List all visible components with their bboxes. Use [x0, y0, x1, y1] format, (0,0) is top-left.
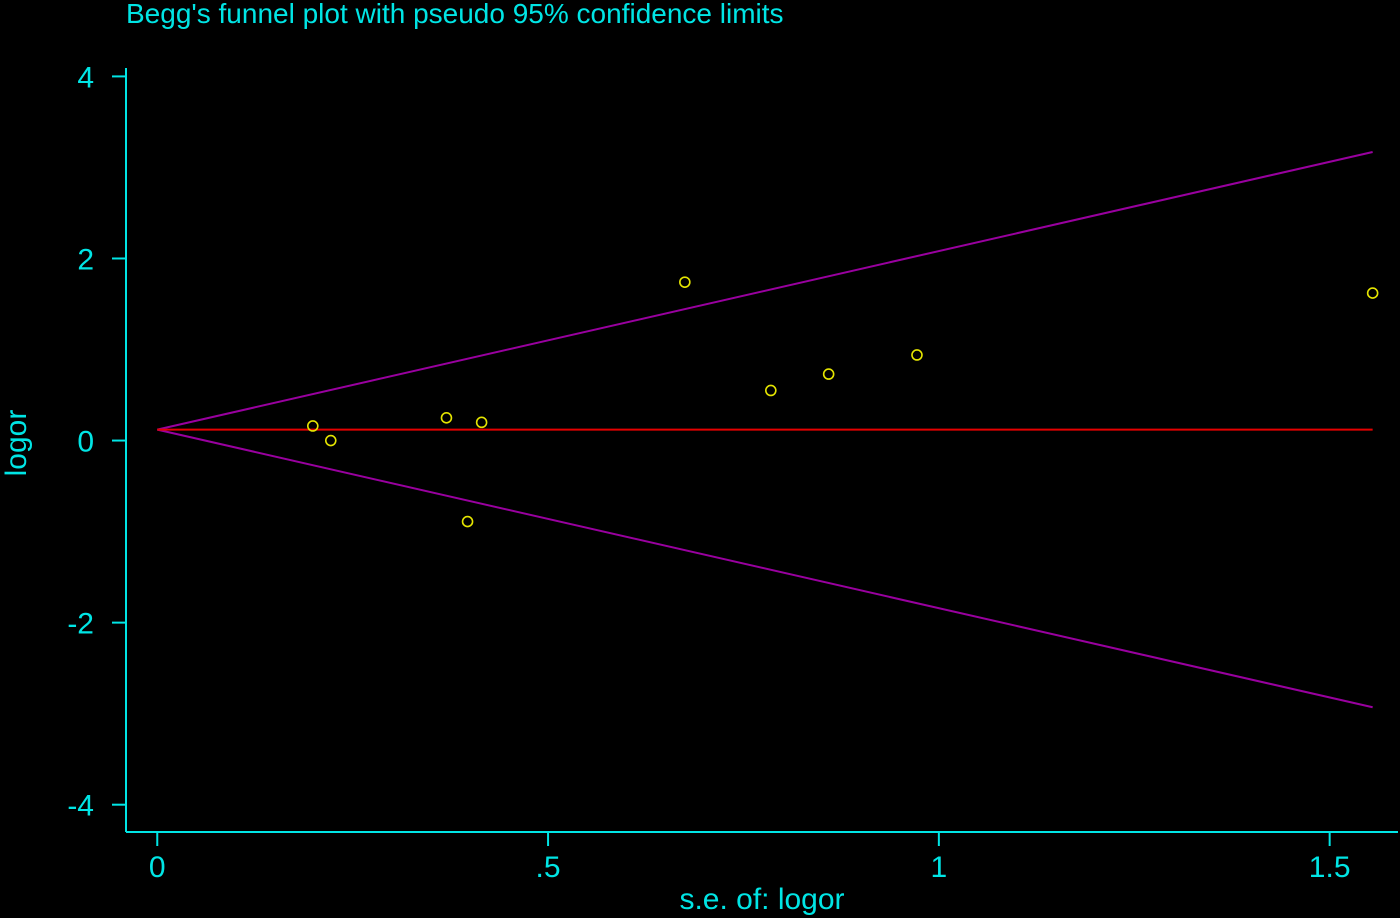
x-tick-label: 1.5: [1309, 851, 1351, 884]
y-axis-label: logor: [0, 410, 33, 477]
y-tick-label: 2: [77, 243, 94, 276]
x-tick-label: .5: [536, 851, 561, 884]
data-point: [679, 276, 691, 288]
x-axis-label: s.e. of: logor: [679, 883, 844, 916]
x-tick-label: 1: [931, 851, 948, 884]
x-tick-label: 0: [149, 851, 166, 884]
data-point: [324, 434, 337, 447]
data-points: [307, 276, 1379, 528]
y-axis: 4 2 0 -2 -4: [67, 61, 127, 832]
data-point: [461, 515, 474, 528]
lower-confidence-limit-line: [157, 428, 1373, 709]
y-tick-label: -2: [67, 608, 94, 641]
data-point: [1366, 287, 1379, 299]
y-tick-label: -4: [67, 790, 94, 823]
data-point: [307, 420, 319, 432]
data-point: [475, 416, 488, 429]
data-point: [440, 411, 453, 424]
data-point: [822, 368, 835, 380]
y-tick-label: 0: [77, 426, 94, 459]
confidence-limit-lines: [157, 150, 1373, 709]
data-point: [911, 349, 923, 361]
chart-title: Begg's funnel plot with pseudo 95% confi…: [126, 0, 784, 29]
upper-confidence-limit-line: [157, 150, 1373, 431]
y-tick-label: 4: [77, 61, 94, 94]
data-point: [765, 384, 777, 397]
x-axis: 0 .5 1 1.5: [126, 831, 1398, 884]
